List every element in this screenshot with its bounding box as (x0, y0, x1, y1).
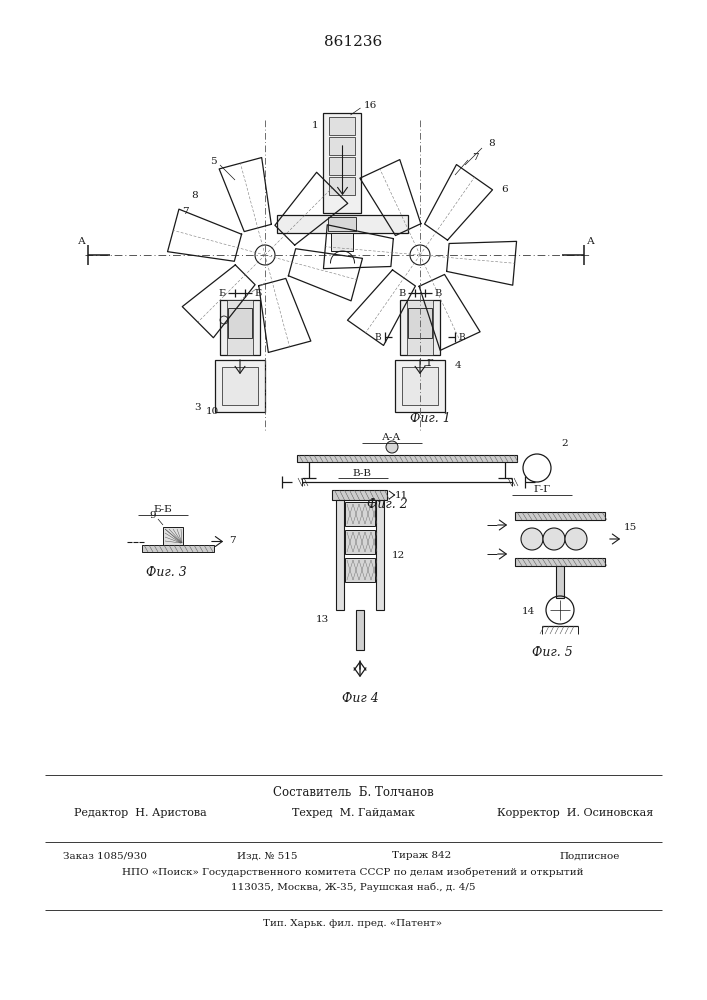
Bar (376, 500, 384, 610)
Bar (228, 308, 252, 338)
Bar (297, 455, 517, 462)
Bar (329, 217, 356, 231)
Text: Г: Г (427, 359, 433, 367)
Bar (345, 502, 375, 526)
Text: B: B (375, 332, 381, 342)
Bar (556, 566, 564, 598)
Text: 8: 8 (489, 138, 496, 147)
Bar (515, 558, 605, 566)
Circle shape (386, 441, 398, 453)
Text: Б-Б: Б-Б (153, 506, 173, 514)
Bar (324, 113, 361, 213)
Bar (408, 308, 432, 338)
Text: 3: 3 (194, 402, 201, 412)
Text: А-А: А-А (382, 434, 402, 442)
Bar (400, 300, 440, 355)
Text: Составитель  Б. Толчанов: Составитель Б. Толчанов (273, 786, 433, 800)
Text: Тираж 842: Тираж 842 (392, 852, 452, 860)
Text: 16: 16 (364, 101, 377, 109)
Text: А: А (587, 236, 595, 245)
Text: Фиг. 3: Фиг. 3 (146, 566, 187, 580)
Bar (345, 558, 375, 582)
Text: 7: 7 (228, 536, 235, 545)
Text: 12: 12 (392, 550, 404, 560)
Text: Фиг 4: Фиг 4 (341, 692, 378, 704)
Text: А: А (78, 236, 86, 245)
Text: В: В (398, 288, 406, 298)
Text: Техред  М. Гайдамак: Техред М. Гайдамак (291, 808, 414, 818)
Text: 1: 1 (312, 120, 319, 129)
Bar (395, 360, 445, 412)
Text: Б: Б (218, 288, 226, 298)
Bar (336, 500, 344, 610)
Text: 11: 11 (395, 490, 408, 499)
Circle shape (565, 528, 587, 550)
Bar (407, 300, 433, 355)
Text: НПО «Поиск» Государственного комитета СССР по делам изобретений и открытий: НПО «Поиск» Государственного комитета СС… (122, 867, 584, 877)
Bar (345, 530, 375, 554)
Text: 861236: 861236 (324, 35, 382, 49)
Bar (215, 360, 265, 412)
Bar (329, 157, 356, 175)
Text: В: В (434, 288, 442, 298)
Bar (402, 367, 438, 405)
Text: Тип. Харьк. фил. пред. «Патент»: Тип. Харьк. фил. пред. «Патент» (264, 920, 443, 928)
Text: Заказ 1085/930: Заказ 1085/930 (63, 852, 147, 860)
Text: 8: 8 (192, 192, 198, 200)
Text: Корректор  И. Осиновская: Корректор И. Осиновская (497, 808, 653, 818)
Circle shape (521, 528, 543, 550)
Bar (329, 137, 356, 155)
Text: Б: Б (255, 288, 262, 298)
Circle shape (543, 528, 565, 550)
Bar (332, 490, 387, 500)
Text: Г-Г: Г-Г (534, 486, 551, 494)
Bar (329, 177, 356, 195)
Bar (222, 367, 258, 405)
Text: Изд. № 515: Изд. № 515 (237, 852, 297, 860)
Text: 5: 5 (210, 157, 216, 166)
Bar (515, 512, 605, 520)
Bar (356, 610, 364, 650)
Text: 113035, Москва, Ж-35, Раушская наб., д. 4/5: 113035, Москва, Ж-35, Раушская наб., д. … (230, 882, 475, 892)
Text: 13: 13 (315, 615, 329, 624)
Bar (277, 215, 408, 233)
Text: Фиг. 2: Фиг. 2 (367, 497, 407, 510)
Text: B-B: B-B (353, 468, 371, 478)
Text: 14: 14 (521, 607, 534, 616)
Text: Редактор  Н. Аристова: Редактор Н. Аристова (74, 808, 206, 818)
Text: B: B (459, 332, 465, 342)
Text: Подписное: Подписное (560, 852, 620, 860)
Bar (227, 300, 253, 355)
Bar (142, 545, 214, 552)
Text: 7: 7 (472, 152, 479, 161)
Text: 9: 9 (150, 510, 156, 520)
Bar (332, 233, 354, 251)
Text: Фиг. 1: Фиг. 1 (409, 412, 450, 424)
Text: Фиг. 5: Фиг. 5 (532, 646, 573, 658)
Text: 15: 15 (624, 522, 636, 532)
Bar (220, 300, 260, 355)
Bar (163, 527, 183, 545)
Text: 7: 7 (182, 208, 188, 217)
Text: 10: 10 (205, 408, 218, 416)
Text: 2: 2 (561, 440, 568, 448)
Text: 4: 4 (455, 360, 461, 369)
Bar (329, 117, 356, 135)
Text: 6: 6 (502, 186, 508, 194)
